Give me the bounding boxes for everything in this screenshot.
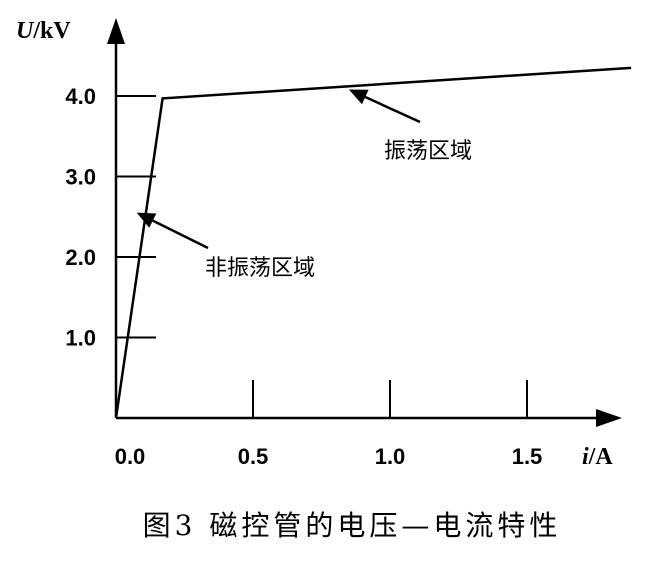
x-tick-label-0: 0.0 <box>115 444 146 469</box>
tick-marks <box>116 95 528 418</box>
axes <box>107 18 622 427</box>
y-tick-label-0: 1.0 <box>65 326 96 351</box>
figure-caption: 图3 磁控管的电压—电流特性 <box>143 509 562 542</box>
annotations: 振荡区域 非振荡区域 <box>136 89 472 281</box>
x-axis-arrowhead <box>596 409 622 427</box>
annotation-oscillation-region: 振荡区域 <box>384 139 472 164</box>
tick-labels: 1.0 2.0 3.0 4.0 0.0 0.5 1.0 1.5 <box>65 84 542 469</box>
y-axis-title: U/kV <box>16 18 71 44</box>
annotation-arrow-non-oscillation <box>152 219 209 250</box>
y-tick-label-1: 2.0 <box>65 245 96 270</box>
y-axis-arrowhead <box>107 18 125 44</box>
x-axis-variable: i <box>582 444 589 470</box>
y-axis-unit: /kV <box>32 18 71 44</box>
x-tick-label-3: 1.5 <box>512 444 543 469</box>
x-tick-label-1: 0.5 <box>238 444 269 469</box>
annotation-non-oscillation-region: 非振荡区域 <box>205 256 315 281</box>
y-axis-variable: U <box>16 18 35 44</box>
annotation-arrowhead-oscillation <box>348 89 369 105</box>
annotation-arrow-oscillation <box>364 95 421 124</box>
annotation-arrowhead-non-oscillation <box>136 212 157 228</box>
x-axis-unit: /A <box>588 444 614 470</box>
y-tick-label-3: 4.0 <box>65 84 96 109</box>
x-tick-label-2: 1.0 <box>375 444 406 469</box>
y-tick-label-2: 3.0 <box>65 165 96 190</box>
series-line <box>114 66 632 419</box>
x-axis-title: i/A <box>582 444 613 470</box>
